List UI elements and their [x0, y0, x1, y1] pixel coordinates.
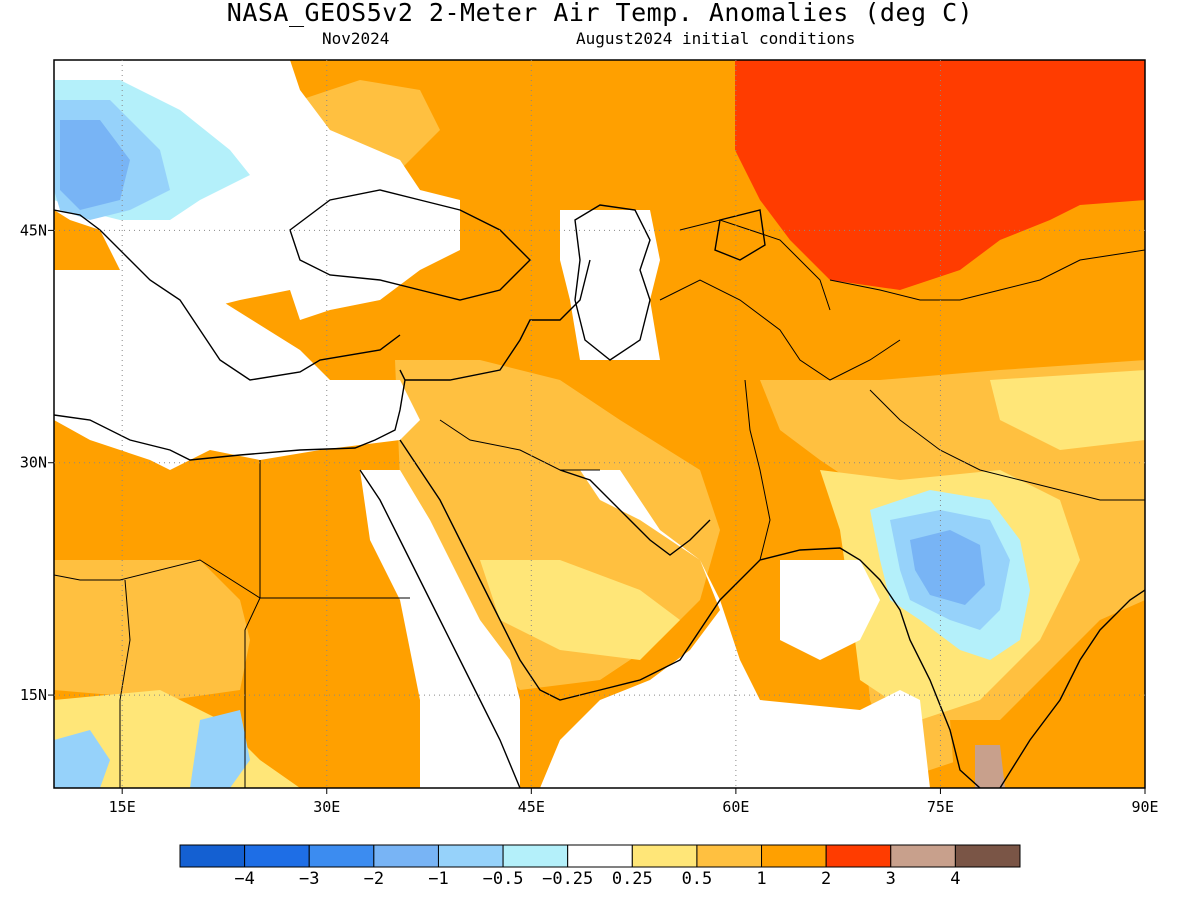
field-tibet-yellow: [990, 370, 1145, 450]
lon-tick-label: 15E: [109, 798, 136, 816]
lon-tick-label: 90E: [1131, 798, 1158, 816]
colorbar-label: 3: [886, 869, 896, 889]
field-africa-light: [54, 560, 250, 700]
lat-tick-label: 15N: [20, 686, 47, 704]
colorbar-label: −3: [299, 869, 319, 889]
lat-tick-label: 45N: [20, 221, 47, 239]
colorbar: −4 −3 −2 −1 −0.5 −0.25 0.25 0.5 1 2 3 4: [179, 844, 1021, 889]
gridlines: [54, 60, 1145, 788]
colorbar-label: −1: [428, 869, 448, 889]
map-frame: [53, 59, 1146, 789]
colorbar-swatch: [437, 844, 504, 868]
borders: [54, 219, 1145, 788]
colorbar-swatch: [890, 844, 956, 868]
colorbar-swatch: [696, 844, 763, 868]
colorbar-swatch: [825, 844, 892, 868]
field-africa-blue2: [190, 710, 250, 788]
colorbar-swatch: [761, 844, 827, 868]
colorbar-label: −4: [234, 869, 254, 889]
colorbar-label: −0.25: [542, 869, 593, 889]
colorbar-swatch: [502, 844, 569, 868]
forecast-month: Nov2024: [322, 29, 390, 48]
colorbar-swatch: [954, 844, 1021, 868]
colorbar-label: 0.25: [612, 869, 653, 889]
colorbar-swatch: [631, 844, 698, 868]
lon-tick-label: 45E: [518, 798, 545, 816]
initial-conditions: August2024 initial conditions: [576, 29, 856, 48]
colorbar-swatch: [179, 844, 246, 868]
map-title: NASA_GEOS5v2 2-Meter Air Temp. Anomalies…: [226, 0, 974, 27]
field-ceurope-blue: [60, 120, 130, 210]
axis-ticks: 15E 30E 45E 60E 75E 90E 45N 30N 15N: [20, 221, 1159, 816]
field-med-white: [54, 270, 420, 470]
colorbar-label: −0.5: [483, 869, 524, 889]
field-caspian-white: [560, 210, 660, 360]
colorbar-label: 2: [821, 869, 831, 889]
colorbar-label: −2: [364, 869, 384, 889]
lon-tick-label: 60E: [722, 798, 749, 816]
field-bay-brown: [975, 745, 1005, 788]
colorbar-swatch: [373, 844, 439, 868]
field-india-blue: [910, 530, 985, 605]
anomaly-field: [54, 60, 1145, 788]
field-gujarat-white: [780, 560, 880, 660]
colorbar-label: 4: [950, 869, 960, 889]
field-redsea-white: [360, 470, 520, 788]
colorbar-label: 0.5: [682, 869, 713, 889]
field-arabiansea-white: [540, 470, 930, 788]
lat-tick-label: 30N: [20, 454, 47, 472]
colorbar-swatch: [244, 844, 310, 868]
colorbar-swatch: [567, 844, 633, 868]
field-arabia-yellow: [480, 560, 680, 660]
colorbar-label: 1: [756, 869, 766, 889]
colorbar-swatch: [308, 844, 375, 868]
lon-tick-label: 30E: [313, 798, 340, 816]
lon-tick-label: 75E: [927, 798, 954, 816]
field-africa-blue: [54, 730, 110, 788]
